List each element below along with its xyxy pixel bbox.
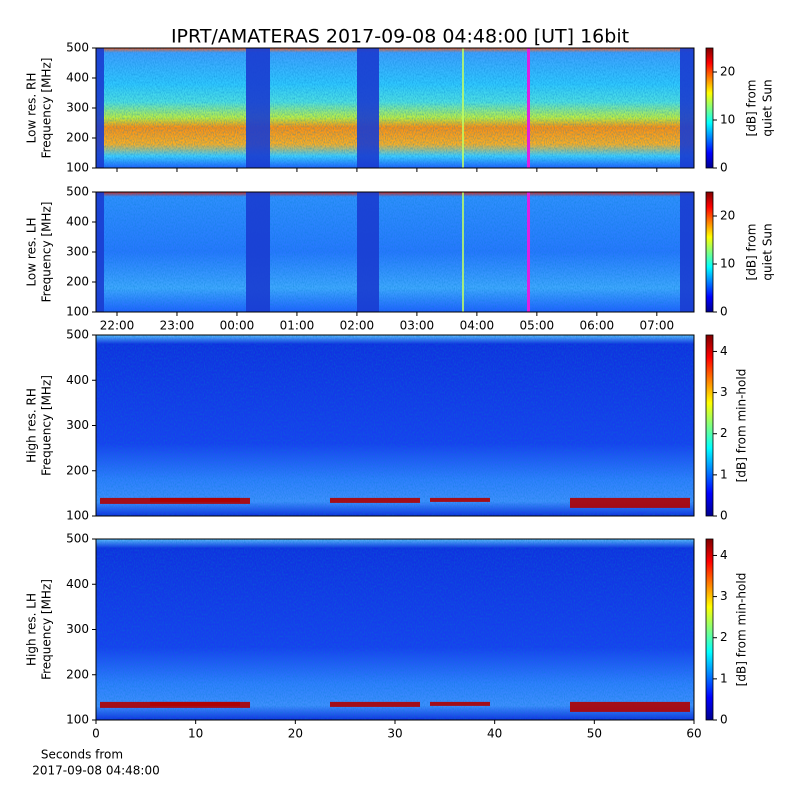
calibration-line: [527, 48, 530, 168]
x-axis-label: 2017-09-08 04:48:00: [32, 764, 159, 778]
colorbar-tick-label: 0: [720, 713, 728, 727]
y-tick-label: 500: [66, 328, 89, 342]
heatmap-noise: [96, 48, 694, 168]
y-tick-label: 200: [66, 463, 89, 477]
data-gap: [680, 48, 694, 168]
y-tick-label: 400: [66, 71, 89, 85]
y-tick-label: 500: [66, 41, 89, 55]
x-tick-label: 04:00: [460, 319, 495, 333]
y-axis-label: Frequency [MHz]: [40, 375, 54, 476]
colorbar-tick-label: 4: [720, 548, 728, 562]
x-tick-label: 00:00: [220, 319, 255, 333]
y-tick-label: 200: [66, 275, 89, 289]
burst-blob: [570, 701, 690, 712]
y-tick-label: 100: [66, 161, 89, 175]
burst-line: [462, 48, 464, 168]
colorbar-label: quiet Sun: [761, 223, 775, 280]
colorbar: [705, 191, 714, 313]
data-gap: [680, 192, 694, 312]
colorbar: [705, 334, 714, 517]
burst-blob: [430, 701, 490, 706]
colorbar-tick-label: 10: [720, 257, 735, 271]
y-tick-label: 400: [66, 215, 89, 229]
colorbar-tick-label: 0: [720, 509, 728, 523]
y-tick-label: 200: [66, 667, 89, 681]
data-gap: [246, 192, 270, 312]
y-tick-label: 100: [66, 305, 89, 319]
x-tick-label: 60: [686, 727, 701, 741]
y-axis-label: Low res. RH: [25, 73, 39, 144]
colorbar-tick-label: 20: [720, 65, 735, 79]
x-tick-label: 02:00: [340, 319, 375, 333]
x-tick-label: 06:00: [580, 319, 615, 333]
x-tick-label: 50: [587, 727, 602, 741]
colorbar-tick-label: 2: [720, 426, 728, 440]
x-tick-label: 05:00: [520, 319, 555, 333]
burst-blob: [570, 497, 690, 508]
colorbar-tick-label: 1: [720, 671, 728, 685]
x-tick-label: 0: [92, 727, 100, 741]
colorbar-tick-label: 2: [720, 630, 728, 644]
x-tick-label: 23:00: [160, 319, 195, 333]
burst-blob: [430, 497, 490, 502]
y-tick-label: 300: [66, 101, 89, 115]
colorbar-tick-label: 20: [720, 209, 735, 223]
colorbar-tick-label: 0: [720, 161, 728, 175]
y-tick-label: 300: [66, 245, 89, 259]
y-axis-label: Frequency [MHz]: [40, 202, 54, 303]
colorbar-tick-label: 10: [720, 113, 735, 127]
data-gap: [246, 48, 270, 168]
colorbar-tick-label: 3: [720, 589, 728, 603]
colorbar-label: [dB] from: [745, 80, 759, 137]
burst-blob: [150, 701, 240, 706]
x-tick-label: 30: [387, 727, 402, 741]
x-tick-label: 20: [288, 727, 303, 741]
x-tick-label: 07:00: [640, 319, 675, 333]
y-axis-label: Low res. LH: [25, 217, 39, 286]
y-tick-label: 100: [66, 713, 89, 727]
colorbar-tick-label: 4: [720, 344, 728, 358]
calibration-line: [527, 192, 530, 312]
colorbar-tick-label: 0: [720, 305, 728, 319]
y-tick-label: 500: [66, 532, 89, 546]
data-gap: [96, 48, 104, 168]
y-axis-label: Frequency [MHz]: [40, 579, 54, 680]
data-gap: [357, 48, 379, 168]
y-axis-label: High res. LH: [25, 593, 39, 666]
colorbar-label: quiet Sun: [761, 79, 775, 136]
colorbar: [705, 538, 714, 721]
x-tick-label: 22:00: [100, 319, 135, 333]
burst-line: [462, 192, 464, 312]
x-tick-label: 03:00: [400, 319, 435, 333]
colorbar-label: [dB] from: [745, 224, 759, 281]
burst-blob: [150, 497, 240, 502]
y-tick-label: 300: [66, 622, 89, 636]
y-tick-label: 400: [66, 373, 89, 387]
y-axis-label: Frequency [MHz]: [40, 58, 54, 159]
x-tick-label: 40: [487, 727, 502, 741]
colorbar-tick-label: 1: [720, 467, 728, 481]
x-axis-label: Seconds from: [41, 748, 123, 762]
burst-blob: [330, 497, 420, 503]
y-tick-label: 400: [66, 577, 89, 591]
y-tick-label: 300: [66, 418, 89, 432]
data-gap: [96, 192, 104, 312]
x-tick-label: 10: [188, 727, 203, 741]
colorbar: [705, 47, 714, 169]
heatmap-noise: [96, 335, 694, 516]
x-tick-label: 01:00: [280, 319, 315, 333]
y-tick-label: 500: [66, 185, 89, 199]
heatmap-noise: [96, 192, 694, 312]
heatmap-noise: [96, 539, 694, 720]
burst-blob: [330, 701, 420, 707]
colorbar-tick-label: 3: [720, 385, 728, 399]
y-tick-label: 100: [66, 509, 89, 523]
y-axis-label: High res. RH: [25, 388, 39, 463]
colorbar-label: [dB] from min-hold: [735, 369, 749, 483]
colorbar-label: [dB] from min-hold: [735, 573, 749, 687]
y-tick-label: 200: [66, 131, 89, 145]
data-gap: [357, 192, 379, 312]
figure-title: IPRT/AMATERAS 2017-09-08 04:48:00 [UT] 1…: [171, 26, 629, 48]
